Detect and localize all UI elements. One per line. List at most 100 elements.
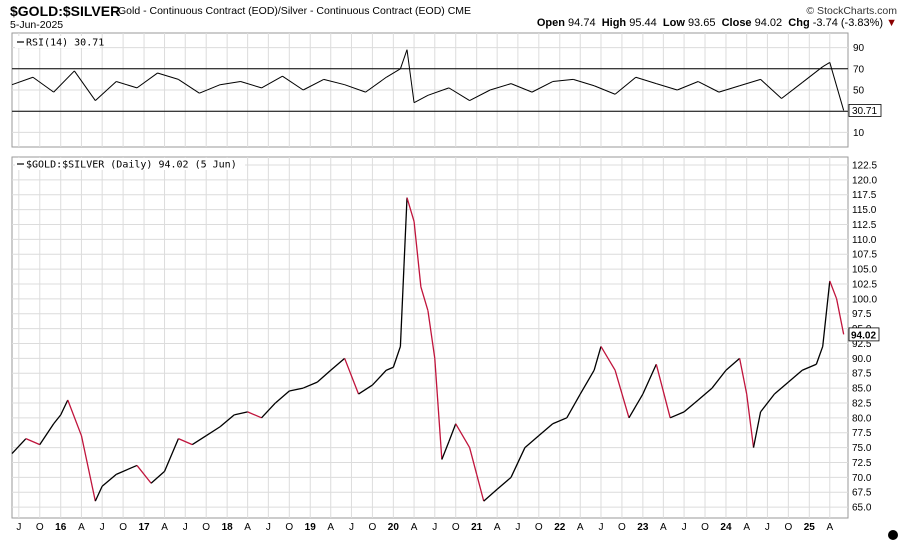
price-line-segment — [441, 441, 450, 460]
price-line-segment — [205, 426, 221, 437]
price-line-segment — [752, 411, 762, 448]
price-line-segment — [67, 399, 83, 436]
price-tick-label: 70.0 — [852, 473, 872, 484]
price-tick-label: 72.5 — [852, 458, 872, 469]
price-tick-label: 87.5 — [852, 369, 872, 380]
rsi-line-segment — [427, 87, 450, 96]
x-tick-label: A — [244, 522, 251, 533]
price-line-segment — [371, 369, 387, 386]
x-tick-label: A — [577, 522, 584, 533]
x-tick-label: O — [701, 522, 709, 533]
price-line-segment — [116, 464, 138, 475]
rsi-last-value: 30.71 — [852, 106, 877, 117]
price-tick-label: 67.5 — [852, 488, 872, 499]
rsi-line-segment — [448, 87, 470, 102]
price-line-segment — [234, 411, 248, 416]
x-tick-label: 16 — [55, 522, 67, 533]
price-line-segment — [476, 474, 485, 502]
price-line-segment — [801, 363, 817, 371]
low-value: 93.65 — [687, 17, 716, 29]
price-line-segment — [579, 369, 595, 395]
x-tick-label: 24 — [720, 522, 732, 533]
price-line-segment — [496, 476, 512, 490]
chg-value: -3.74 (-3.83%) — [812, 17, 884, 29]
price-line-segment — [822, 280, 831, 347]
price-tick-label: 102.5 — [852, 279, 877, 290]
rsi-line-segment — [739, 78, 761, 87]
price-line-segment — [815, 346, 824, 365]
x-tick-label: J — [432, 522, 437, 533]
price-line-segment — [261, 402, 276, 419]
price-line-segment — [101, 473, 117, 487]
price-line-segment — [738, 358, 748, 395]
price-line-segment — [330, 357, 346, 371]
price-tick-label: 110.0 — [852, 235, 877, 246]
exchange-text: CME — [447, 5, 472, 17]
x-tick-label: J — [765, 522, 770, 533]
x-tick-label: A — [411, 522, 418, 533]
rsi-line-segment — [635, 76, 657, 85]
price-line-segment — [600, 346, 616, 371]
x-tick-label: O — [784, 522, 792, 533]
chg-label: Chg — [788, 17, 810, 29]
price-line-segment — [711, 369, 727, 389]
price-tick-label: 112.5 — [852, 220, 877, 231]
price-line-segment — [289, 387, 304, 392]
rsi-line-segment — [386, 68, 401, 78]
price-tick-label: 82.5 — [852, 398, 872, 409]
price-tick-label: 97.5 — [852, 309, 872, 320]
price-line-segment — [552, 417, 568, 425]
rsi-line-segment — [399, 49, 408, 69]
price-line-segment — [746, 393, 755, 448]
price-line-segment — [316, 369, 332, 383]
rsi-line-segment — [365, 76, 387, 93]
price-line-segment — [392, 346, 402, 368]
x-tick-label: J — [266, 522, 271, 533]
price-tick-label: 65.0 — [852, 503, 872, 514]
price-tick-label: 115.0 — [852, 205, 877, 216]
x-tick-label: A — [494, 522, 501, 533]
price-line-segment — [683, 399, 699, 413]
x-tick-label: J — [598, 522, 603, 533]
price-line-segment — [25, 438, 41, 446]
price-line-segment — [11, 438, 27, 454]
x-tick-label: A — [161, 522, 168, 533]
x-tick-label: 25 — [804, 522, 816, 533]
price-line-segment — [448, 423, 457, 442]
chart-header: $GOLD:$SILVER Gold - Continuous Contract… — [0, 0, 907, 34]
price-line-segment — [163, 438, 180, 472]
price-line-segment — [628, 393, 644, 419]
price-line-segment — [386, 366, 394, 371]
price-tick-label: 117.5 — [852, 190, 877, 201]
price-tick-label: 120.0 — [852, 175, 877, 186]
x-tick-label: 17 — [138, 522, 150, 533]
rsi-line-segment — [697, 81, 720, 93]
price-panel-frame — [11, 156, 849, 519]
rsi-line-segment — [32, 76, 54, 93]
rsi-line-segment — [323, 78, 345, 86]
price-line-segment — [427, 310, 436, 359]
open-value: 94.74 — [568, 17, 596, 29]
price-last-value: 94.02 — [851, 330, 876, 341]
price-line-segment — [655, 364, 671, 418]
price-tick-label: 85.0 — [852, 384, 872, 395]
x-tick-label: J — [682, 522, 687, 533]
x-tick-label: O — [452, 522, 460, 533]
x-tick-label: O — [285, 522, 293, 533]
x-tick-label: 21 — [471, 522, 483, 533]
price-line-segment — [566, 393, 581, 419]
price-line-segment — [150, 470, 165, 484]
x-tick-label: J — [183, 522, 188, 533]
price-tick-label: 100.0 — [852, 294, 877, 305]
settings-dot-icon — [888, 530, 898, 540]
brand-link[interactable]: © StockCharts.com — [806, 5, 897, 17]
high-label: High — [601, 17, 627, 29]
rsi-line-segment — [656, 83, 678, 91]
rsi-line-segment — [510, 83, 533, 93]
close-value: 94.02 — [754, 17, 783, 29]
price-line-segment — [787, 369, 803, 383]
x-tick-label: A — [327, 522, 334, 533]
price-line-segment — [178, 438, 193, 446]
quote-summary: Open 94.74 High 95.44 Low 93.65 Close 94… — [537, 17, 897, 29]
x-tick-label: 18 — [222, 522, 234, 533]
